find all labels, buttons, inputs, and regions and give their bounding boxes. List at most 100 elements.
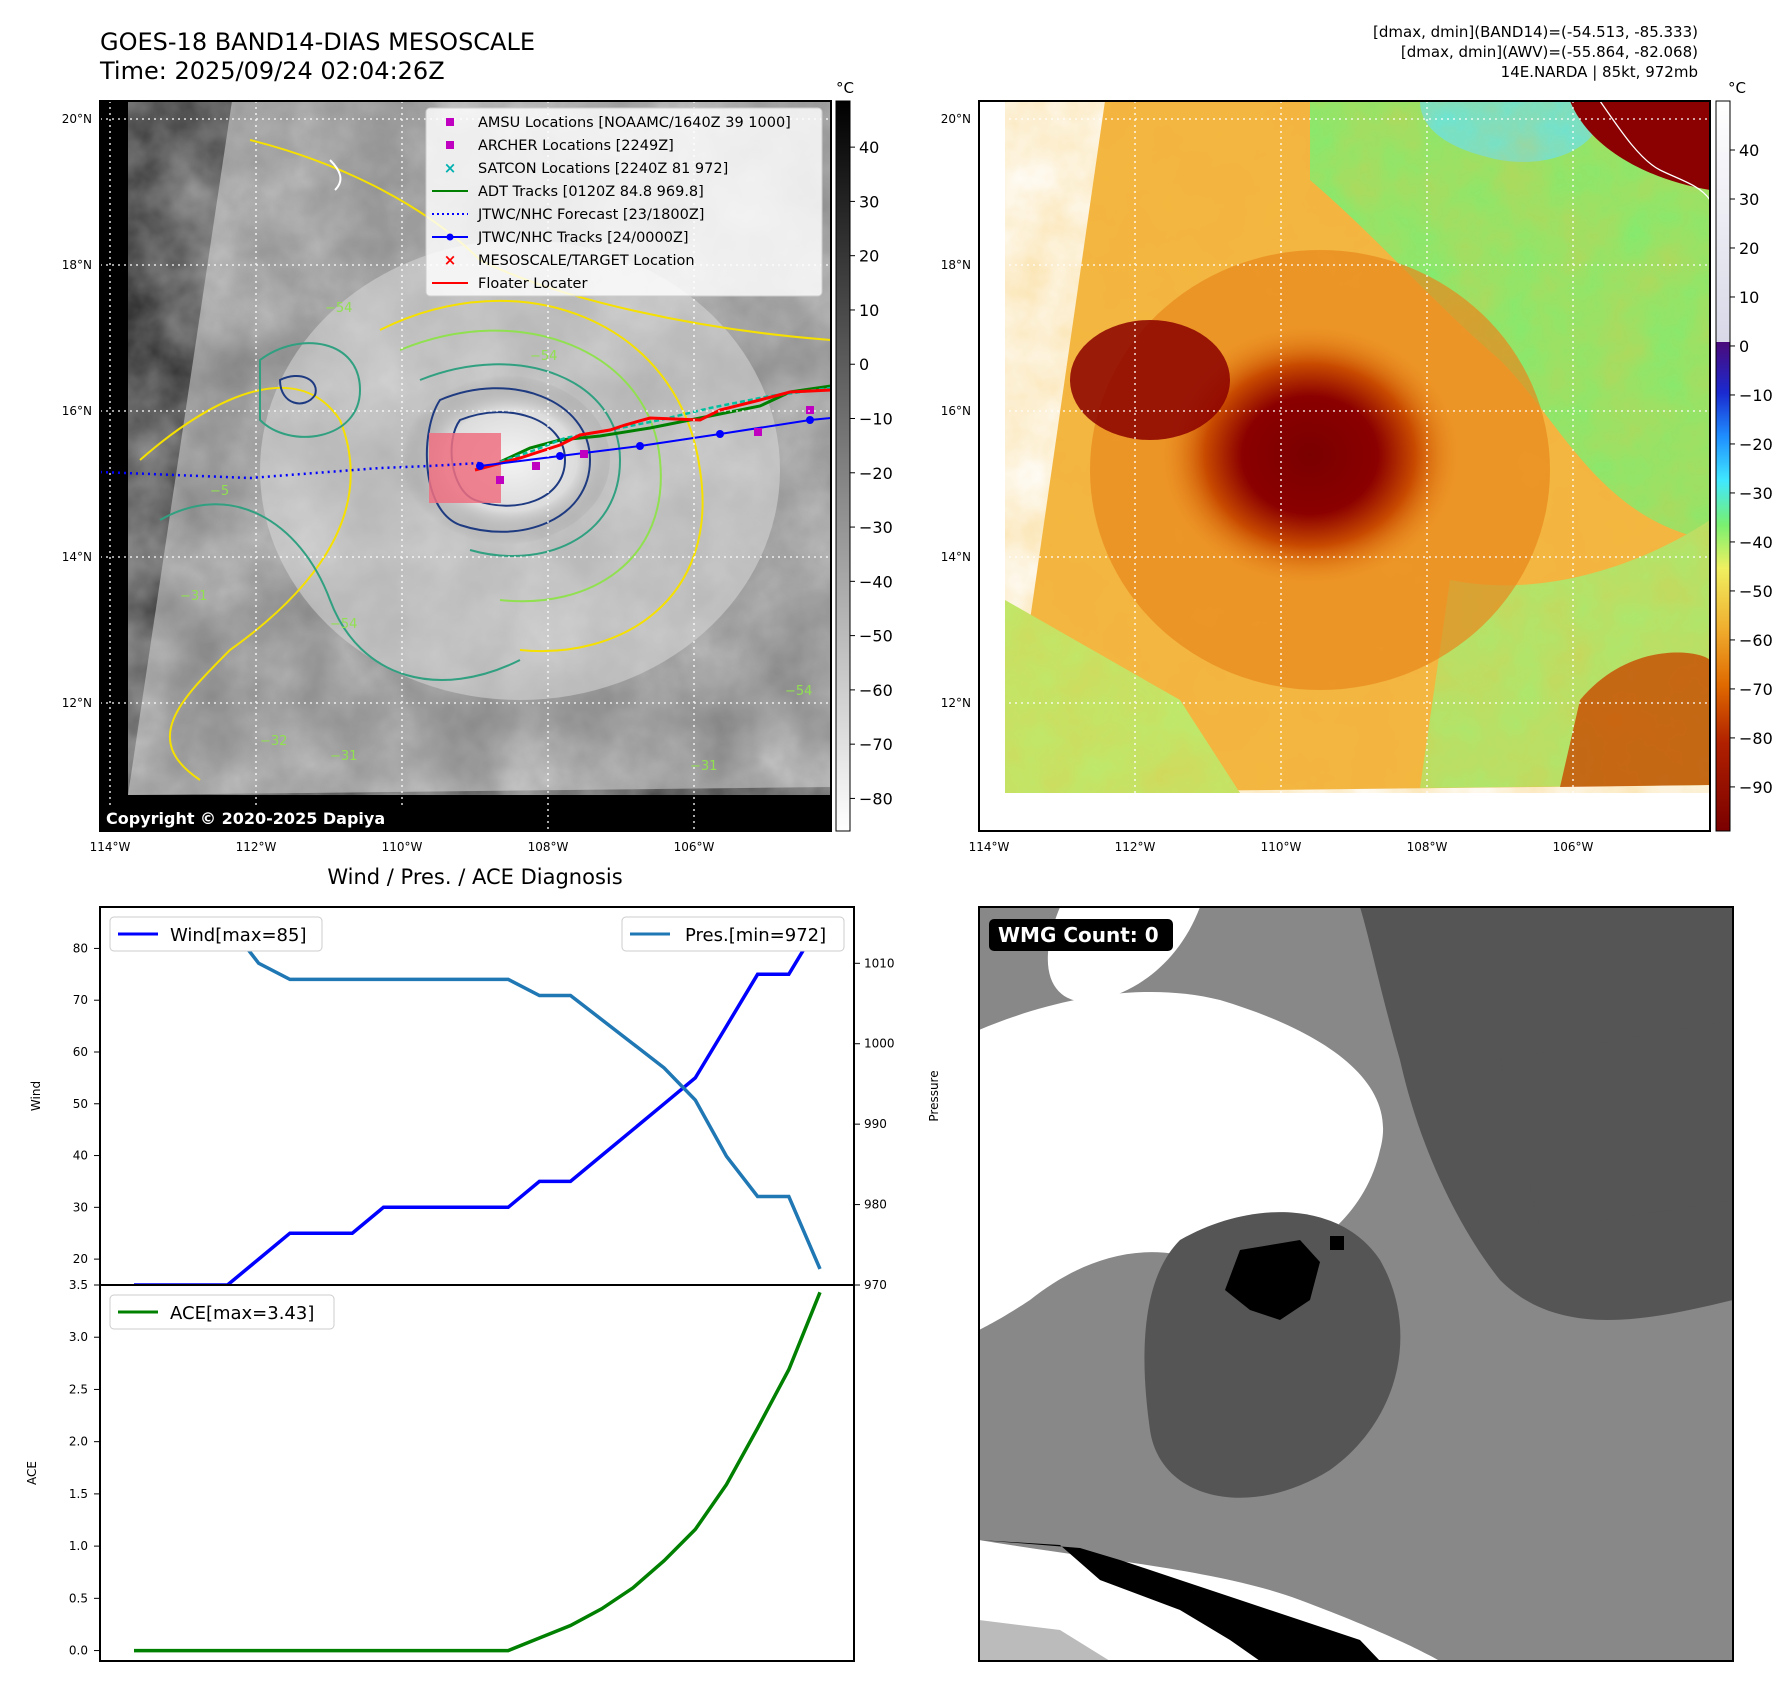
colorbar-tick-label: −40: [859, 572, 893, 591]
colorbar-tick-label: −90: [1739, 778, 1773, 797]
legend-dot-marker: [446, 233, 454, 241]
ir-contour-labels: −54 −54 −54 −5 −31 −32 −31 −31 −54: [180, 301, 812, 774]
legend-item-label: SATCON Locations [2240Z 81 972]: [478, 161, 728, 177]
colorbar-tick-label: −10: [859, 410, 893, 429]
figure-time: Time: 2025/09/24 02:04:26Z: [100, 57, 445, 85]
contour-green-1: [399, 329, 662, 603]
jtwc-point: [556, 452, 564, 460]
legend-square-marker: [446, 118, 454, 126]
legend-item-label: ARCHER Locations [2249Z]: [478, 138, 674, 154]
wmg-black-pixel: [1330, 1236, 1344, 1250]
legend-item-label: Floater Locater: [478, 276, 587, 292]
colorbar-tick-label: 40: [859, 138, 879, 157]
lat-tick-label: 20°N: [62, 112, 92, 126]
ir-colorbar: °C 40 30 20 10 0 −10 −20 −30 −40 −50 −60 −70 −80: [835, 79, 893, 832]
ir-legend-box: [425, 107, 823, 297]
ir-map-frame: [99, 100, 832, 832]
pres-legend-box: [621, 916, 845, 952]
wind-legend-box: [109, 916, 323, 952]
colorbar-tick-label: 0: [1739, 337, 1749, 356]
legend-item-label: JTWC/NHC Tracks [24/0000Z]: [477, 230, 689, 246]
wind-ytick-label: 30: [73, 1200, 88, 1214]
colorbar-tick-label: −10: [1739, 386, 1773, 405]
mesoscale-target-box: [429, 433, 501, 503]
floater-locater-track: [474, 388, 831, 472]
wmg-dark-e: [1500, 1020, 1733, 1230]
wmg-light-corner: [979, 1620, 1110, 1661]
lat-tick-label: 16°N: [941, 404, 971, 418]
lat-tick-label: 14°N: [62, 550, 92, 564]
wind-ytick-label: 80: [73, 941, 88, 955]
colorbar-tick-label: −80: [859, 789, 893, 808]
contour-label-0: −54: [325, 301, 352, 316]
dmax-dmin-awv: [dmax, dmin](AWV)=(-55.864, -82.068): [1400, 43, 1698, 61]
colorbar-tick-label: −80: [1739, 729, 1773, 748]
ace-ytick-label: 3.5: [69, 1278, 88, 1292]
ace-legend-box: [109, 1294, 335, 1330]
amsu-point: [496, 476, 504, 484]
contour-label-4: −31: [180, 589, 207, 604]
wmg-label-box: [989, 919, 1173, 951]
lon-tick-label: 106°W: [674, 840, 715, 854]
contour-white-1: [329, 159, 342, 191]
awv-coastline: [1599, 101, 1710, 201]
wind-legend: Wind[max=85]: [109, 916, 323, 952]
colorbar-tick-label: 20: [859, 247, 879, 266]
colorbar-tick-label: 10: [1739, 288, 1759, 307]
awv-gridlines: [979, 101, 1710, 831]
legend-square-marker: [446, 141, 454, 149]
pres-legend-label: Pres.[min=972]: [685, 925, 826, 946]
wind-ytick-label: 70: [73, 993, 88, 1007]
colorbar-tick-label: 0: [859, 355, 869, 374]
wmg-black-core: [1225, 1240, 1320, 1320]
lat-tick-label: 12°N: [941, 696, 971, 710]
colorbar-tick-label: −60: [859, 681, 893, 700]
jtwc-track-points: [476, 416, 814, 470]
colorbar-tick-label: −20: [1739, 435, 1773, 454]
contour-teal-3: [159, 503, 521, 681]
legend-item-label: AMSU Locations [NOAAMC/1640Z 39 1000]: [478, 115, 791, 131]
ace-ytick-label: 1.0: [69, 1539, 88, 1553]
wmg-black-sw-band: [979, 1540, 1380, 1661]
contour-navy-1: [425, 387, 592, 533]
contour-teal-1: [259, 342, 362, 438]
colorbar-tick-label: 30: [859, 192, 879, 211]
lon-tick-label: 108°W: [528, 840, 569, 854]
ace-ytick-label: 2.0: [69, 1435, 88, 1449]
diagnosis-title: Wind / Pres. / ACE Diagnosis: [327, 865, 622, 889]
wmg-frame: [978, 906, 1734, 1662]
contour-yellow-2: [139, 386, 352, 781]
colorbar-tick-label: −30: [1739, 484, 1773, 503]
storm-info: 14E.NARDA | 85kt, 972mb: [1500, 63, 1698, 81]
colorbar-tick-label: 40: [1739, 141, 1759, 160]
pressure-ytick-label: 980: [864, 1198, 887, 1212]
colorbar-tick-label: −50: [1739, 582, 1773, 601]
colorbar-tick-label: −70: [1739, 680, 1773, 699]
ace-ytick-label: 2.5: [69, 1382, 88, 1396]
jtwc-point: [636, 442, 644, 450]
legend-x-marker: ×: [444, 251, 457, 269]
ace-legend: ACE[max=3.43]: [109, 1294, 335, 1330]
jtwc-point: [476, 462, 484, 470]
pressure-ytick-label: 970: [864, 1278, 887, 1292]
archer-point: [580, 450, 588, 458]
lon-tick-label: 110°W: [1261, 840, 1302, 854]
awv-colorbar: °C 40 30 20 10 0 −10 −20 −30 −40 −50 −60 −70 −80 −90: [1715, 79, 1773, 832]
pressure-ytick-label: 1000: [864, 1037, 895, 1051]
awv-cold-cloud-ne: [1570, 101, 1710, 190]
copyright-box: [100, 805, 410, 831]
colorbar-tick-label: −40: [1739, 533, 1773, 552]
archer-point: [806, 406, 814, 414]
awv-cold-cloud-se: [1560, 652, 1710, 787]
pres-legend: Pres.[min=972]: [621, 916, 845, 952]
contour-label-2: −54: [330, 617, 357, 632]
awv-map-ticks: 20°N 18°N 16°N 14°N 12°N 114°W 112°W 110°W 108°W…: [941, 112, 1594, 854]
archer-point: [532, 462, 540, 470]
ace-series-line: [134, 1291, 822, 1653]
awv-colorbar-unit: °C: [1728, 79, 1746, 97]
ir-map-ticks: 20°N 18°N 16°N 14°N 12°N 114°W 112°W 110°W 108°W…: [62, 112, 715, 854]
wind-pres-axes: [99, 906, 855, 1286]
legend-item-label: JTWC/NHC Forecast [23/1800Z]: [477, 207, 704, 223]
archer-point: [754, 428, 762, 436]
